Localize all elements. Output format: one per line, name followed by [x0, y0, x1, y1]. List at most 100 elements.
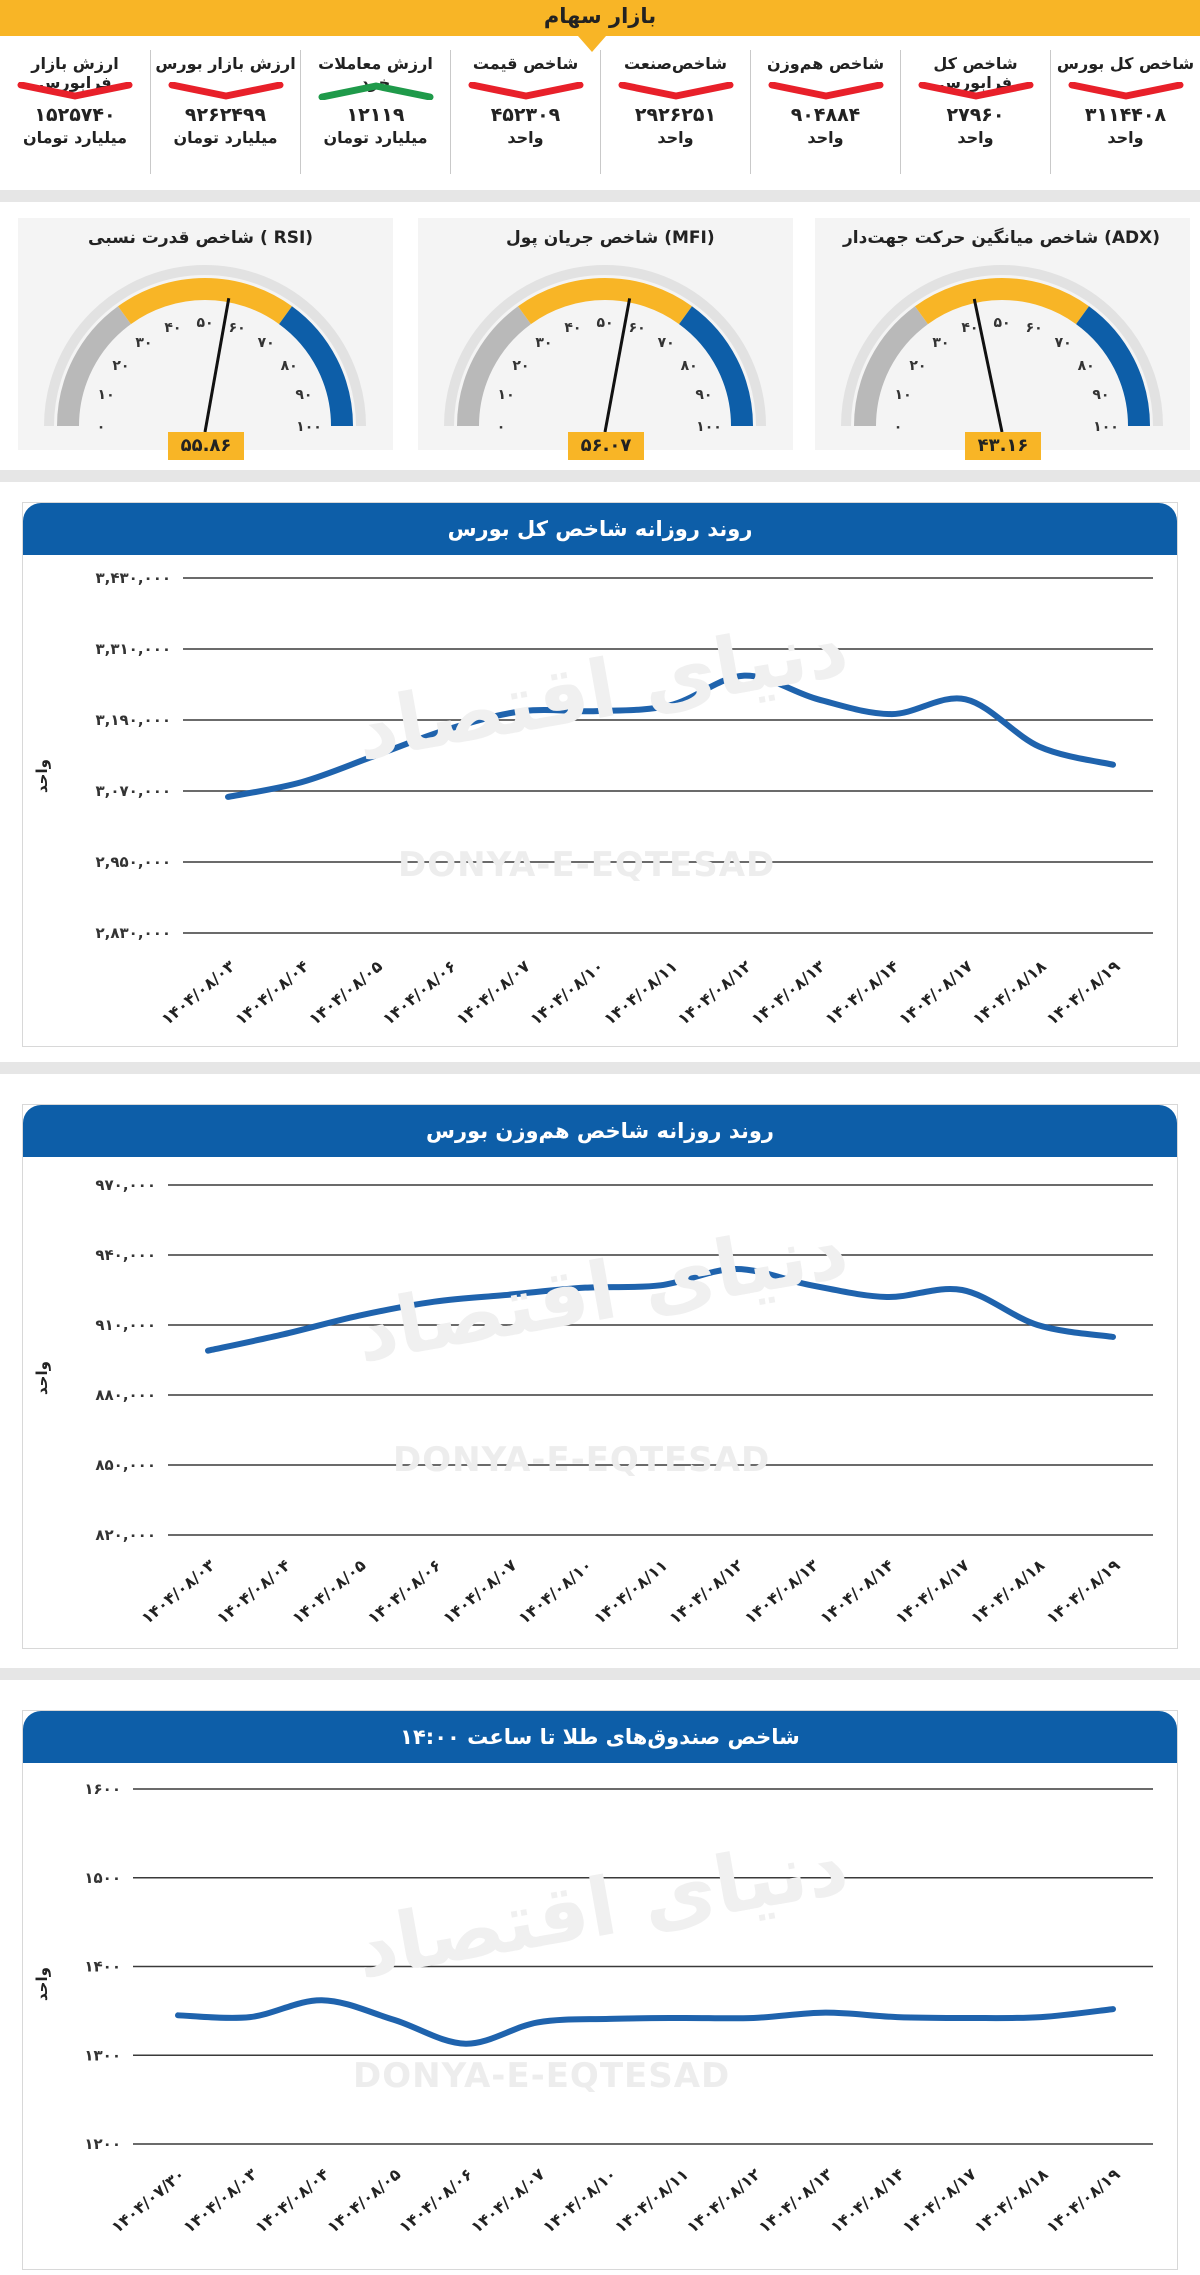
watermark: DONYA-E-EQTESAD: [398, 845, 776, 885]
gauge-tick-label: ۲۰: [909, 358, 926, 374]
stat-card: شاخص‌صنعت ۲۹۲۶۲۵۱ واحد: [600, 50, 750, 174]
trend-down-icon: [918, 82, 1033, 100]
y-axis-label: واحد: [33, 759, 51, 793]
stat-card: شاخص کل فرابورس ۲۷۹۶۰ واحد: [900, 50, 1050, 174]
y-tick-label: ۱۳۰۰: [84, 2046, 121, 2064]
x-tick-label: ۱۴۰۴/۰۸/۰۷: [467, 2164, 548, 2236]
gauge-dial: ۰ ۱۰ ۲۰ ۳۰ ۴۰ ۵۰ ۶۰ ۷۰ ۸۰ ۹۰ ۱۰۰: [44, 265, 366, 435]
x-tick-label: ۱۴۰۴/۰۸/۰۶: [395, 2165, 476, 2237]
chart-panel-equal-weight-index: روند روزانه شاخص هم‌وزن بورس دنیای اقتصا…: [22, 1104, 1178, 1649]
stat-label: شاخص‌صنعت: [623, 54, 728, 73]
header-pointer: [578, 36, 606, 52]
stat-value: ۳۱۱۴۴۰۸: [1084, 104, 1167, 126]
header-bar: بازار سهام: [0, 0, 1200, 52]
gauge-tick-label: ۵۰: [196, 315, 213, 331]
trend-down-icon: [618, 82, 733, 100]
gauge-tick-label: ۳۰: [135, 335, 152, 351]
gauge-needle: [203, 297, 231, 433]
gauge-tick-label: ۴۰: [961, 320, 978, 336]
y-tick-label: ۸۵۰,۰۰۰: [95, 1456, 156, 1474]
stat-value: ۲۹۲۶۲۵۱: [634, 104, 717, 126]
gauge-outer-ring: [841, 265, 1163, 427]
y-tick-label: ۳,۳۱۰,۰۰۰: [96, 640, 171, 658]
series-line: [175, 1997, 1116, 2047]
x-tick-label: ۱۴۰۴/۰۸/۱۴: [821, 956, 902, 1028]
gauge-dial: ۰ ۱۰ ۲۰ ۳۰ ۴۰ ۵۰ ۶۰ ۷۰ ۸۰ ۹۰ ۱۰۰: [444, 265, 766, 435]
gauge-tick-label: ۴۰: [564, 320, 581, 336]
stat-value: ۴۵۲۳۰۹: [490, 104, 561, 126]
data-point: [283, 1334, 284, 1335]
x-tick-label: ۱۴۰۴/۰۸/۱۲: [683, 2164, 764, 2236]
gauge-tick-label: ۷۰: [1055, 335, 1072, 351]
stat-value: ۹۰۴۸۸۴: [790, 104, 861, 126]
data-point: [818, 699, 819, 700]
gauge-band-low: [57, 306, 132, 427]
y-tick-label: ۲,۹۵۰,۰۰۰: [96, 853, 171, 871]
stat-value: ۱۲۱۱۹: [346, 104, 405, 126]
x-tick-label: ۱۴۰۴/۰۸/۰۳: [158, 956, 239, 1028]
x-tick-label: ۱۴۰۴/۰۸/۰۶: [379, 957, 460, 1029]
gauge-tick-label: ۵۰: [596, 315, 613, 331]
gauge-band-mid: [118, 278, 292, 325]
y-tick-label: ۱۴۰۰: [84, 1958, 121, 1976]
chart-panel-total-index: روند روزانه شاخص کل بورس دنیای اقتصاد DO…: [22, 502, 1178, 1047]
gauge-tick-label: ۸۰: [1078, 358, 1095, 374]
data-point: [969, 2017, 970, 2018]
stat-card: ارزش بازار فرابورس ۱۵۲۵۷۴۰ میلیارد تومان: [0, 50, 150, 174]
gauge-value: ۵۵.۸۶: [168, 432, 244, 460]
x-tick-label: ۱۴۰۴/۰۸/۰۴: [251, 2164, 332, 2236]
x-tick-label: ۱۴۰۴/۰۸/۱۰: [515, 1556, 596, 1628]
gauge-band-high: [278, 306, 353, 427]
x-tick-label: ۱۴۰۴/۰۸/۱۹: [1043, 956, 1124, 1028]
y-axis-label: واحد: [33, 1967, 51, 2001]
stat-card: شاخص هم‌وزن ۹۰۴۸۸۴ واحد: [750, 50, 900, 174]
x-tick-label: ۱۴۰۴/۰۸/۰۳: [179, 2164, 260, 2236]
x-tick-label: ۱۴۰۴/۰۸/۰۷: [453, 956, 534, 1028]
divider: [0, 1668, 1200, 1680]
trend-down-icon: [468, 82, 583, 100]
y-tick-label: ۸۸۰,۰۰۰: [95, 1386, 156, 1404]
x-tick-label: ۱۴۰۴/۰۸/۱۱: [600, 957, 681, 1029]
x-tick-label: ۱۴۰۴/۰۸/۰۶: [364, 1556, 445, 1628]
gauge-tick-label: ۱۰۰: [696, 419, 722, 435]
gauge-value: ۵۶.۰۷: [568, 432, 644, 460]
x-tick-label: ۱۴۰۴/۰۸/۱۷: [895, 956, 976, 1028]
gauge-tick-label: ۳۰: [932, 335, 949, 351]
x-tick-label: ۱۴۰۴/۰۸/۱۷: [892, 1555, 973, 1627]
gauge-tick-label: ۷۰: [658, 335, 675, 351]
x-tick-label: ۱۴۰۴/۰۸/۱۸: [967, 1555, 1048, 1627]
x-tick-label: ۱۴۰۴/۰۸/۱۲: [674, 956, 755, 1028]
x-tick-label: ۱۴۰۴/۰۸/۰۴: [231, 956, 312, 1028]
data-point: [1039, 746, 1040, 747]
gauge-tick-label: ۷۰: [258, 335, 275, 351]
data-point: [825, 2012, 826, 2013]
gauge-band-mid: [518, 278, 692, 325]
stat-value: ۲۷۹۶۰: [946, 104, 1005, 126]
y-axis-label: واحد: [33, 1361, 51, 1395]
x-tick-label: ۱۴۰۴/۰۸/۱۰: [539, 2165, 620, 2237]
gauge-dial: ۰ ۱۰ ۲۰ ۳۰ ۴۰ ۵۰ ۶۰ ۷۰ ۸۰ ۹۰ ۱۰۰: [841, 265, 1163, 435]
stat-card: شاخص قیمت ۴۵۲۳۰۹ واحد: [450, 50, 600, 174]
x-tick-label: ۱۴۰۴/۰۸/۰۷: [439, 1555, 520, 1627]
data-point: [681, 2017, 682, 2018]
gauge-title: شاخص قدرت نسبی ( RSI): [88, 228, 314, 248]
data-point: [1041, 2017, 1042, 2018]
series-line: [225, 672, 1116, 800]
x-tick-label: ۱۴۰۴/۰۸/۱۹: [1043, 1555, 1124, 1627]
data-point: [1113, 2009, 1114, 2010]
gauge-tick-label: ۸۰: [681, 358, 698, 374]
stat-label: شاخص هم‌وزن: [766, 54, 885, 73]
gauge-tick-label: ۶۰: [629, 320, 646, 336]
x-tick-label: ۱۴۰۴/۰۸/۱۷: [899, 2164, 980, 2236]
gauge-rsi: شاخص قدرت نسبی ( RSI) ۰ ۱۰ ۲۰ ۳۰ ۴۰ ۵۰ ۶۰ ۷۰ ۸۰ ۹…: [18, 218, 393, 460]
stat-unit: واحد: [657, 128, 694, 147]
stat-card: شاخص کل بورس ۳۱۱۴۴۰۸ واحد: [1050, 50, 1200, 174]
gauge-band-high: [678, 306, 753, 427]
y-tick-label: ۱۵۰۰: [84, 1869, 121, 1887]
x-tick-label: ۱۴۰۴/۰۷/۳۰: [108, 2165, 189, 2237]
gauge-outer-ring: [44, 265, 366, 427]
trend-up-icon: [318, 82, 433, 100]
gauge-tick-label: ۱۰۰: [1093, 419, 1119, 435]
data-point: [1113, 764, 1114, 765]
x-tick-label: ۱۴۰۴/۰۸/۰۵: [305, 956, 386, 1028]
